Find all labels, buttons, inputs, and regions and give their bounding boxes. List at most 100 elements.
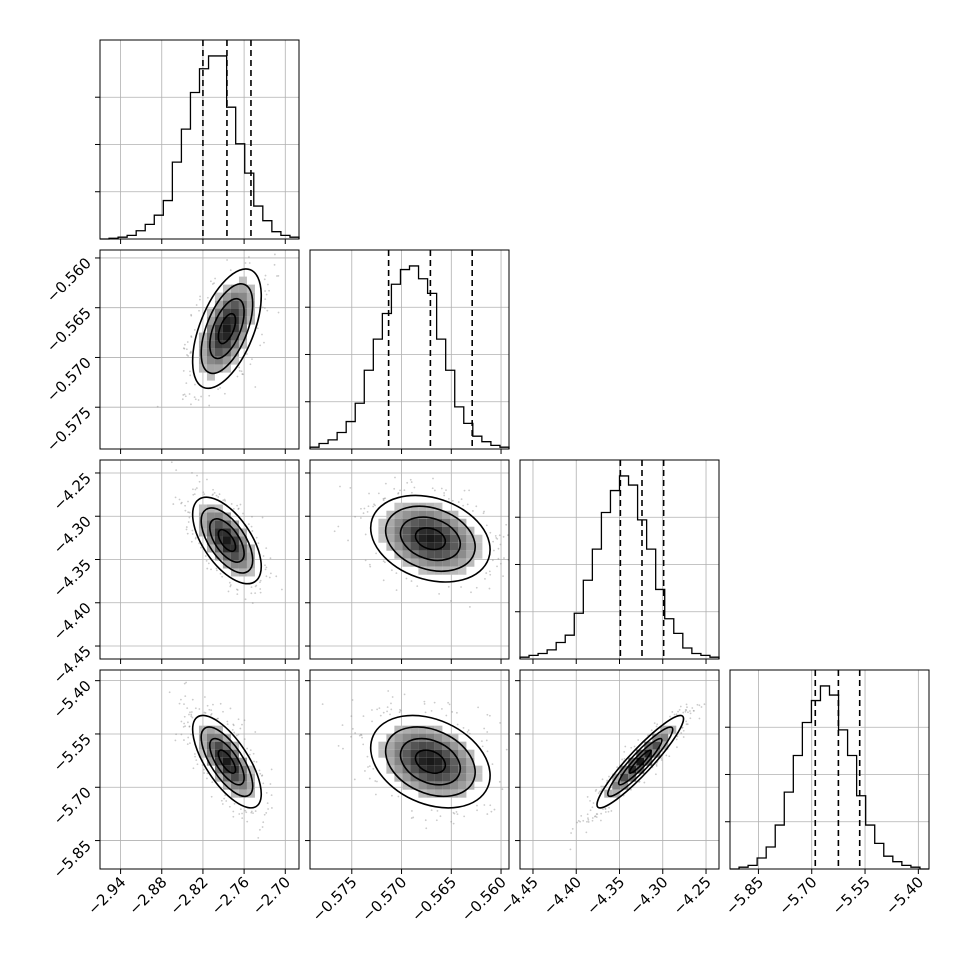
density-cell: [418, 725, 427, 734]
scatter-point: [591, 817, 594, 819]
density-cell: [434, 733, 443, 742]
scatter-point: [600, 812, 603, 815]
scatter-point: [604, 807, 607, 810]
scatter-point: [413, 486, 416, 489]
scatter-point: [246, 820, 249, 823]
scatter-point: [198, 480, 201, 483]
density-cell: [214, 512, 223, 521]
scatter-point: [507, 534, 509, 537]
scatter-point: [200, 395, 203, 398]
scatter-point: [226, 723, 229, 726]
density-cell: [410, 733, 419, 742]
scatter-point: [194, 755, 196, 758]
scatter-point: [224, 794, 227, 797]
scatter-point: [379, 714, 382, 717]
scatter-point: [269, 783, 272, 785]
scatter-point: [268, 576, 271, 579]
scatter-point: [260, 774, 263, 777]
density-cell: [466, 542, 475, 551]
scatter-point: [191, 716, 194, 719]
scatter-point: [213, 491, 216, 494]
scatter-point: [692, 709, 695, 712]
scatter-point: [258, 769, 261, 772]
scatter-point: [368, 777, 371, 780]
scatter-point: [259, 344, 262, 347]
scatter-point: [256, 327, 259, 330]
scatter-point: [217, 496, 220, 498]
scatter-point: [270, 768, 273, 771]
density-cell: [222, 364, 231, 373]
pair-panel-3-2: [515, 669, 720, 874]
scatter-point: [277, 311, 280, 314]
density-cell: [198, 504, 207, 513]
density-cell: [394, 542, 403, 551]
scatter-point: [254, 731, 257, 733]
density-cell: [450, 757, 459, 766]
scatter-point: [342, 747, 344, 750]
density-cell: [222, 512, 231, 521]
scatter-point: [595, 813, 598, 815]
panel-content: [310, 670, 509, 869]
scatter-point: [486, 750, 489, 753]
density-cell: [458, 789, 467, 798]
y-tick-label: −5.40: [50, 677, 95, 722]
scatter-point: [364, 559, 367, 562]
density-cell: [230, 773, 239, 782]
scatter-point: [188, 393, 191, 395]
scatter-point: [569, 848, 572, 851]
scatter-point: [621, 758, 624, 761]
density-cell: [238, 340, 247, 349]
scatter-point: [250, 525, 253, 528]
scatter-point: [210, 795, 213, 798]
panel-content: [520, 670, 719, 869]
scatter-point: [267, 808, 269, 810]
density-cell: [214, 364, 223, 373]
scatter-point: [497, 547, 500, 550]
scatter-point: [689, 717, 692, 720]
density-cell: [206, 733, 215, 742]
scatter-point: [228, 805, 231, 808]
scatter-point: [364, 533, 367, 536]
scatter-point: [201, 764, 204, 766]
scatter-point: [257, 836, 260, 839]
scatter-point: [469, 606, 471, 608]
scatter-point: [623, 757, 626, 760]
scatter-point: [350, 715, 353, 718]
scatter-point: [489, 573, 492, 576]
density-cell: [206, 356, 215, 365]
density-cell: [434, 781, 443, 790]
density-cell: [458, 550, 467, 559]
scatter-point: [450, 820, 453, 823]
density-cell: [458, 765, 467, 774]
density-cell: [402, 534, 411, 543]
scatter-point: [660, 759, 663, 761]
scatter-point: [373, 503, 375, 506]
density-cell: [410, 725, 419, 734]
density-cell: [410, 757, 419, 766]
scatter-point: [242, 241, 244, 243]
scatter-point: [188, 725, 191, 728]
density-cell: [466, 550, 475, 559]
scatter-point: [262, 821, 265, 824]
scatter-point: [467, 729, 470, 732]
scatter-point: [246, 353, 248, 355]
scatter-point: [263, 341, 265, 344]
scatter-point: [236, 593, 239, 596]
panel-content: [100, 241, 299, 449]
scatter-point: [483, 510, 485, 513]
scatter-point: [430, 709, 433, 712]
scatter-point: [192, 488, 194, 491]
scatter-point: [397, 492, 400, 494]
y-tick-label: −4.45: [50, 642, 95, 687]
density-cell: [198, 340, 207, 349]
contour-level-0: [217, 312, 237, 345]
scatter-point: [501, 788, 504, 791]
scatter-point: [238, 369, 241, 372]
scatter-point: [468, 732, 471, 735]
scatter-point: [616, 766, 619, 769]
density-cell: [206, 520, 215, 529]
scatter-point: [410, 817, 413, 819]
contour-level-2: [607, 726, 674, 798]
scatter-point: [680, 732, 683, 734]
